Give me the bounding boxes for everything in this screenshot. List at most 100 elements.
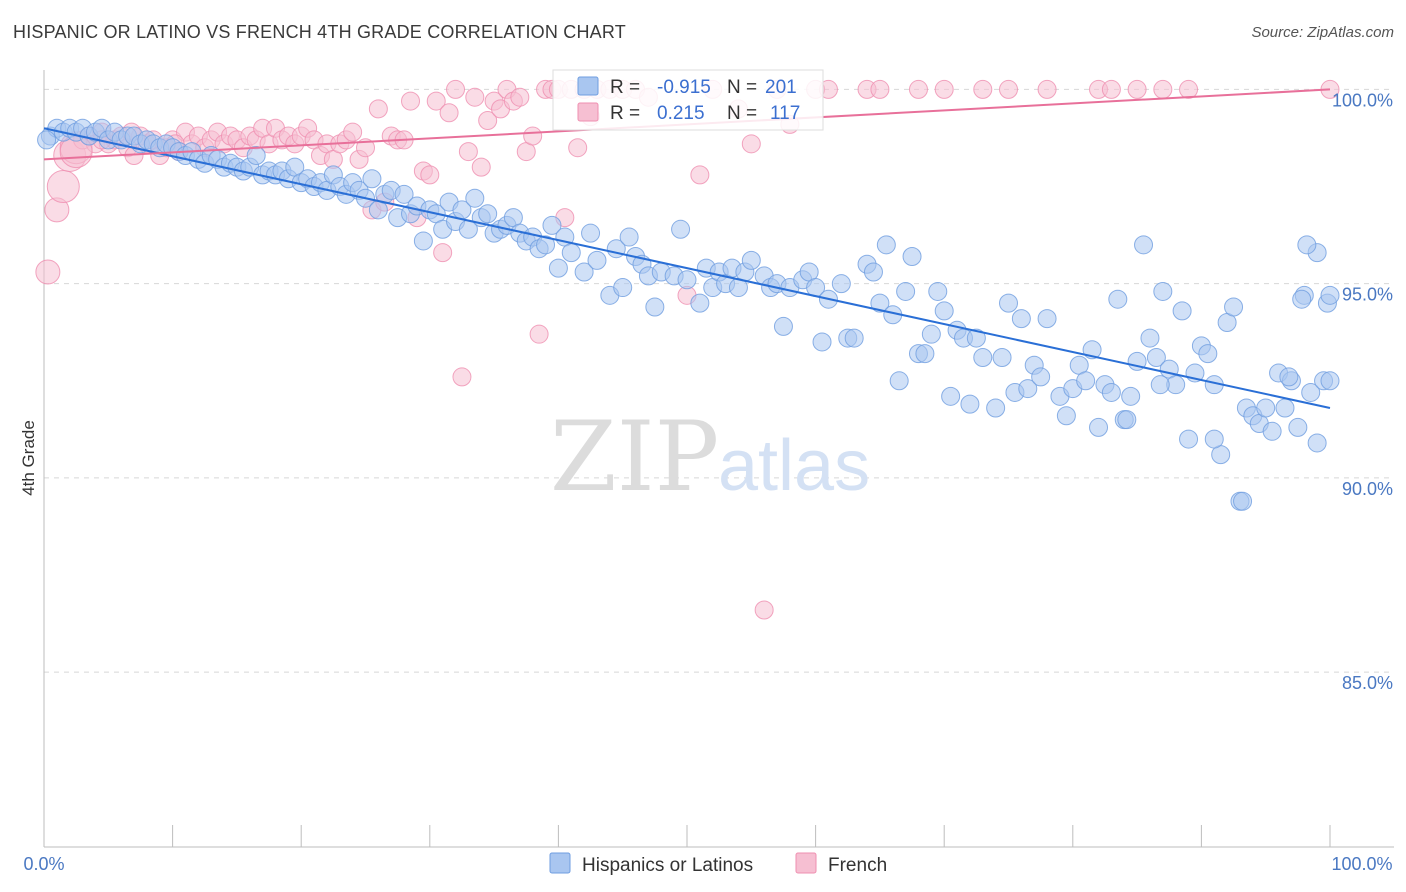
bottom-legend-swatch-hispanic xyxy=(549,852,571,874)
hispanic-point xyxy=(863,262,883,282)
legend-n-label-1: N = xyxy=(727,77,757,98)
hispanic-point xyxy=(478,204,498,224)
hispanic-point xyxy=(876,235,896,255)
hispanic-point xyxy=(960,394,980,414)
hispanic-point xyxy=(773,316,793,336)
hispanic-point xyxy=(1224,297,1244,317)
french-point xyxy=(754,600,774,620)
x-tick-label-max: 100.0% xyxy=(1331,854,1392,874)
hispanic-point xyxy=(1146,347,1166,367)
legend-n-label-2: N = xyxy=(727,103,757,124)
hispanic-point xyxy=(812,332,832,352)
hispanic-point xyxy=(1153,281,1173,301)
french-point xyxy=(568,138,588,158)
hispanic-point xyxy=(1134,235,1154,255)
hispanic-point xyxy=(1011,309,1031,329)
hispanic-point xyxy=(1275,398,1295,418)
french-point xyxy=(46,170,80,204)
hispanic-point xyxy=(1150,375,1170,395)
french-point xyxy=(1127,79,1147,99)
hispanic-point xyxy=(1179,429,1199,449)
y-axis-title: 4th Grade xyxy=(19,420,38,496)
french-point xyxy=(458,142,478,162)
french-point xyxy=(1153,79,1173,99)
y-tick-label: 100.0% xyxy=(1332,90,1393,110)
hispanic-point xyxy=(870,293,890,313)
hispanic-point xyxy=(1292,289,1312,309)
french-point xyxy=(35,259,61,285)
bottom-legend-swatch-french xyxy=(795,852,817,874)
french-point xyxy=(356,138,375,158)
legend-swatch-pink xyxy=(577,102,599,122)
french-point xyxy=(446,79,466,99)
x-tick-label-min: 0.0% xyxy=(23,854,64,874)
french-point xyxy=(1101,79,1121,99)
y-tick-label: 95.0% xyxy=(1342,285,1393,305)
french-point xyxy=(870,79,890,99)
hispanic-point xyxy=(1037,309,1057,329)
source-label: Source: ZipAtlas.com xyxy=(1251,24,1394,41)
hispanic-point xyxy=(1117,410,1137,430)
french-point xyxy=(690,165,710,185)
french-point xyxy=(1179,79,1199,99)
hispanic-point xyxy=(246,145,266,165)
legend-r-label-2: R = xyxy=(610,103,640,124)
chart-title: HISPANIC OR LATINO VS FRENCH 4TH GRADE C… xyxy=(13,22,626,42)
french-point xyxy=(401,91,421,111)
french-point xyxy=(452,367,472,387)
hispanic-point xyxy=(1101,382,1121,402)
watermark-zip: ZIP xyxy=(550,401,719,513)
hispanic-point xyxy=(394,184,414,204)
hispanic-point xyxy=(986,398,1006,418)
hispanic-point xyxy=(844,328,864,348)
hispanic-point xyxy=(1297,235,1317,255)
hispanic-point xyxy=(1256,398,1276,418)
legend-r-value-2: 0.215 xyxy=(657,103,705,124)
french-point xyxy=(439,103,459,123)
hispanic-point xyxy=(941,386,961,406)
hispanic-point xyxy=(999,293,1018,313)
french-point xyxy=(343,122,363,142)
hispanic-point xyxy=(1172,301,1192,321)
french-point xyxy=(1037,79,1057,99)
hispanic-point xyxy=(1031,367,1051,387)
hispanic-point xyxy=(1018,379,1038,399)
french-point xyxy=(420,165,440,185)
hispanic-point xyxy=(1301,382,1321,402)
hispanic-point xyxy=(1056,406,1076,426)
axes xyxy=(43,70,1394,848)
hispanic-point xyxy=(548,258,568,278)
y-tick-label: 90.0% xyxy=(1342,479,1393,499)
legend-box: R = -0.915 N = 201 R = 0.215 N = 117 xyxy=(552,69,824,131)
hispanic-point xyxy=(902,246,922,266)
trend-line-hispanic xyxy=(43,127,1331,409)
french-point xyxy=(465,87,485,107)
hispanic-point xyxy=(1121,386,1141,406)
hispanic-point xyxy=(1262,421,1282,441)
bottom-legend: Hispanics or Latinos French xyxy=(549,852,887,876)
hispanic-point xyxy=(992,347,1012,367)
french-point xyxy=(523,126,543,146)
hispanic-point xyxy=(1233,491,1253,511)
bottom-legend-label-hispanic: Hispanics or Latinos xyxy=(582,855,753,876)
hispanic-point xyxy=(1076,371,1096,391)
french-point xyxy=(934,79,954,99)
hispanic-point xyxy=(1082,340,1102,360)
hispanic-point xyxy=(1320,371,1340,391)
series-layer xyxy=(35,79,1340,620)
hispanic-point xyxy=(921,324,941,344)
hispanic-point xyxy=(619,227,639,247)
hispanic-point xyxy=(1198,344,1218,364)
hispanic-point xyxy=(934,301,954,321)
legend-r-label-1: R = xyxy=(610,77,640,98)
hispanic-point xyxy=(1204,429,1224,449)
hispanic-point xyxy=(1320,285,1340,305)
hispanic-point xyxy=(677,270,697,290)
hispanic-point xyxy=(1108,289,1128,309)
hispanic-point xyxy=(928,281,948,301)
hispanic-point xyxy=(645,297,665,317)
french-point xyxy=(510,87,530,107)
hispanic-point xyxy=(561,243,581,263)
french-point xyxy=(433,243,453,263)
hispanic-point xyxy=(542,215,562,235)
